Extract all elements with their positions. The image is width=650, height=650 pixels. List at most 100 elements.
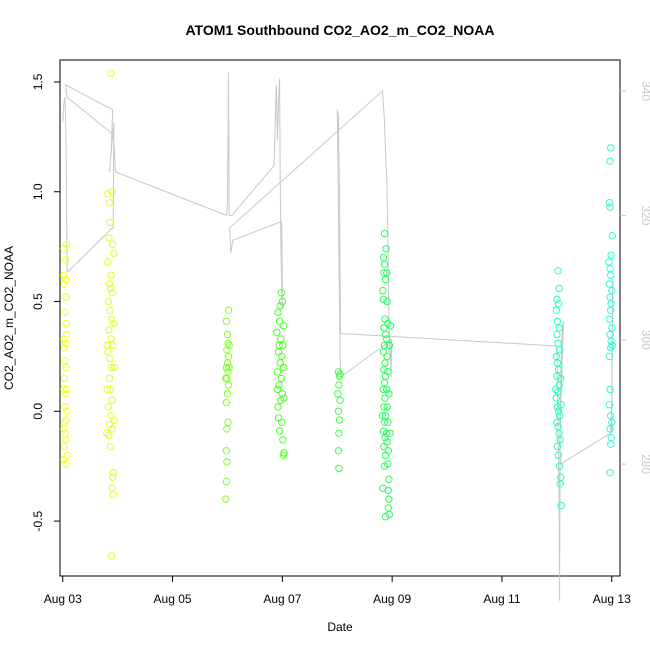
data-point: [278, 297, 287, 306]
data-point: [62, 460, 70, 468]
chart-title: ATOM1 Southbound CO2_AO2_m_CO2_NOAA: [185, 22, 494, 38]
data-point: [552, 394, 560, 402]
data-point: [552, 352, 560, 361]
data-point: [553, 418, 561, 426]
data-point: [62, 240, 71, 249]
data-point: [384, 368, 392, 376]
data-point: [279, 341, 287, 350]
data-point: [552, 385, 560, 394]
data-point: [61, 357, 69, 365]
data-point: [279, 451, 288, 459]
data-point: [557, 502, 565, 510]
data-point: [224, 306, 233, 314]
data-point: [62, 385, 71, 394]
data-point: [555, 284, 563, 293]
data-point: [606, 385, 614, 394]
data-point: [607, 251, 615, 260]
data-point: [380, 324, 388, 332]
data-point: [605, 258, 613, 266]
y-tick-label: -0.5: [31, 510, 45, 531]
data-point: [384, 460, 392, 468]
data-point: [378, 412, 386, 420]
data-point: [553, 442, 562, 451]
data-point: [605, 315, 614, 323]
data-point: [274, 348, 283, 356]
data-point: [608, 341, 616, 350]
data-point: [104, 403, 113, 411]
data-point: [334, 390, 342, 398]
data-point: [274, 414, 283, 422]
data-point: [61, 403, 69, 411]
data-point: [63, 407, 71, 415]
data-point: [225, 363, 233, 372]
series-flight-aug08: [334, 368, 344, 473]
data-point: [105, 280, 114, 288]
data-point: [106, 306, 114, 314]
data-point: [380, 403, 388, 411]
data-point: [60, 280, 69, 288]
data-point: [379, 253, 388, 262]
data-point: [606, 425, 614, 433]
data-point: [110, 363, 119, 372]
data-point: [381, 330, 390, 339]
y2-tick-label: 340: [639, 81, 650, 101]
data-point: [278, 418, 286, 426]
data-point: [554, 267, 562, 275]
data-point: [61, 275, 70, 284]
data-point: [60, 343, 69, 352]
data-point: [379, 385, 388, 394]
data-point: [108, 188, 116, 196]
data-point: [107, 315, 116, 323]
data-point: [379, 286, 387, 295]
data-point: [335, 464, 343, 473]
data-point: [608, 324, 616, 332]
y-tick-label: 1.5: [31, 73, 45, 90]
series-flight-aug13: [605, 144, 616, 477]
data-point: [381, 394, 389, 402]
data-point: [278, 352, 286, 361]
data-point: [385, 495, 393, 503]
data-point: [552, 306, 560, 314]
series-flight-aug06: [222, 306, 233, 503]
data-point: [60, 271, 68, 279]
data-point: [222, 447, 231, 455]
data-point: [277, 374, 285, 383]
data-point: [606, 264, 614, 273]
data-point: [106, 442, 115, 451]
y-tick-label: 1.0: [31, 183, 45, 200]
data-point: [62, 293, 70, 301]
data-point: [60, 425, 68, 433]
data-point: [275, 341, 283, 350]
data-point: [384, 418, 392, 426]
data-point: [334, 368, 343, 376]
data-point: [110, 249, 118, 257]
data-point: [380, 269, 388, 277]
data-point: [108, 425, 116, 433]
data-point: [105, 431, 113, 440]
data-point: [105, 234, 113, 242]
data-point: [61, 390, 70, 398]
data-point: [104, 348, 112, 356]
data-point: [383, 297, 391, 306]
data-point: [606, 157, 614, 165]
data-point: [223, 346, 231, 354]
data-point: [110, 416, 119, 424]
data-point: [109, 341, 117, 350]
data-point: [109, 240, 117, 249]
data-point: [223, 359, 232, 367]
data-point: [379, 484, 387, 492]
data-point: [607, 306, 615, 314]
x-tick-label: Aug 13: [593, 592, 631, 606]
plot-frame: [59, 59, 621, 577]
data-point: [606, 203, 614, 211]
data-point: [62, 319, 70, 328]
data-point: [106, 354, 114, 363]
data-point: [553, 330, 561, 339]
y-axis-label: CO2_AO2_m_CO2_NOAA: [2, 246, 16, 390]
data-point: [105, 199, 114, 207]
data-point: [607, 300, 615, 308]
data-point: [60, 442, 69, 451]
data-point: [62, 363, 70, 372]
data-point: [223, 330, 232, 339]
